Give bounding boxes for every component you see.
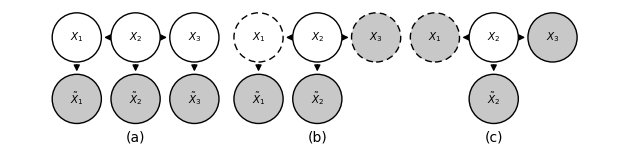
Text: $\tilde{X}_2$: $\tilde{X}_2$	[310, 90, 324, 107]
Text: (a): (a)	[126, 130, 145, 144]
Ellipse shape	[234, 13, 283, 62]
Text: (b): (b)	[307, 130, 327, 144]
Ellipse shape	[170, 13, 219, 62]
Text: $\tilde{X}_1$: $\tilde{X}_1$	[252, 90, 266, 107]
Ellipse shape	[469, 13, 518, 62]
Text: (c): (c)	[484, 130, 503, 144]
Text: $X_1$: $X_1$	[252, 31, 266, 44]
Text: $X_2$: $X_2$	[487, 31, 500, 44]
Text: $X_1$: $X_1$	[70, 31, 84, 44]
Ellipse shape	[111, 13, 160, 62]
Text: $\tilde{X}_1$: $\tilde{X}_1$	[70, 90, 84, 107]
Text: $\tilde{X}_3$: $\tilde{X}_3$	[188, 90, 201, 107]
Ellipse shape	[292, 13, 342, 62]
Text: $X_3$: $X_3$	[369, 31, 383, 44]
Text: $\tilde{X}_2$: $\tilde{X}_2$	[129, 90, 142, 107]
Text: $X_2$: $X_2$	[310, 31, 324, 44]
Ellipse shape	[410, 13, 460, 62]
Ellipse shape	[469, 74, 518, 123]
Ellipse shape	[234, 74, 283, 123]
Ellipse shape	[528, 13, 577, 62]
Ellipse shape	[52, 74, 101, 123]
Text: $X_1$: $X_1$	[428, 31, 442, 44]
Text: $X_3$: $X_3$	[546, 31, 559, 44]
Text: $\tilde{X}_2$: $\tilde{X}_2$	[487, 90, 500, 107]
Ellipse shape	[170, 74, 219, 123]
Text: $X_3$: $X_3$	[188, 31, 201, 44]
Ellipse shape	[111, 74, 160, 123]
Text: $X_2$: $X_2$	[129, 31, 142, 44]
Ellipse shape	[351, 13, 401, 62]
Ellipse shape	[52, 13, 101, 62]
Ellipse shape	[292, 74, 342, 123]
